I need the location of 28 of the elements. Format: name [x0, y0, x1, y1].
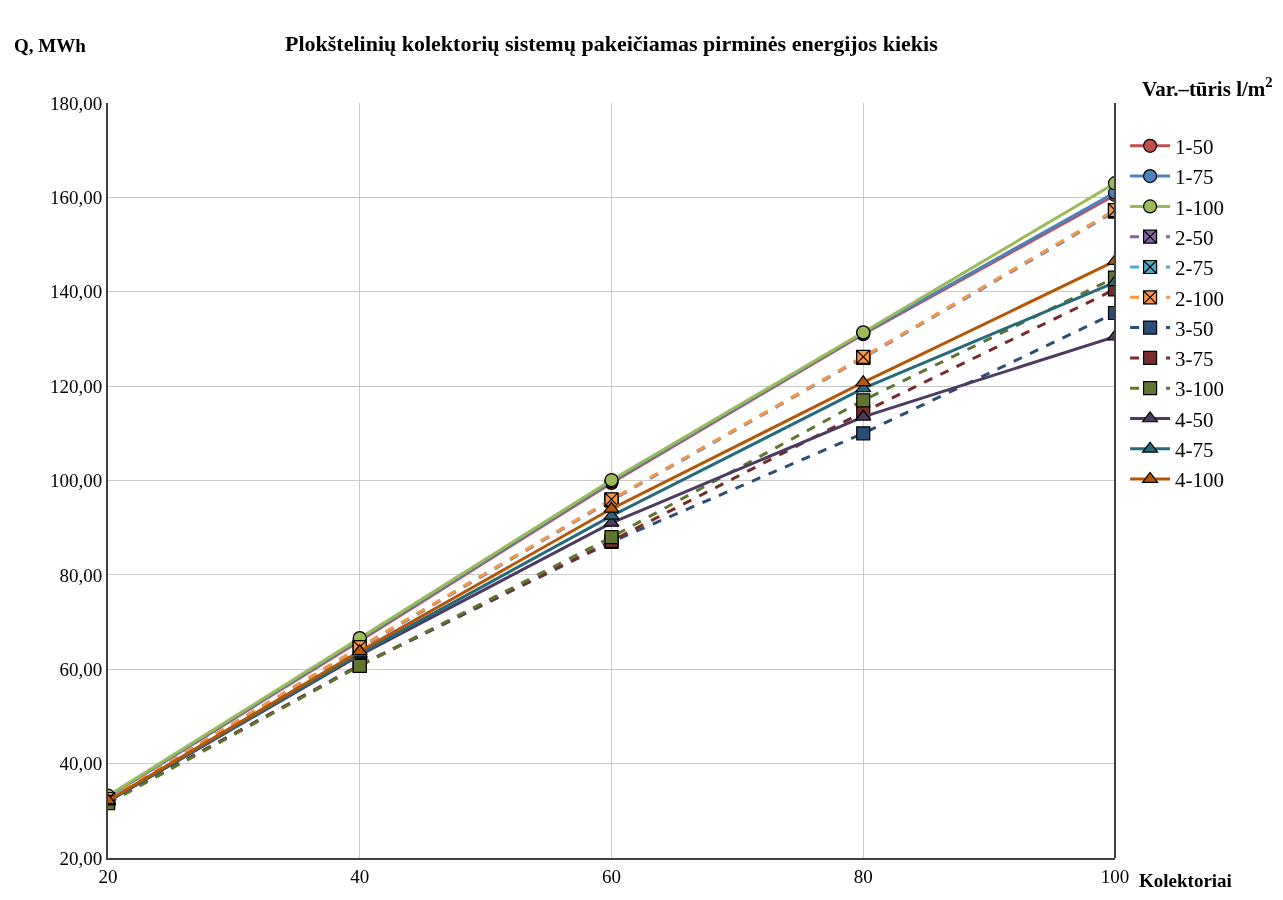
y-axis-title: Q, MWh	[14, 35, 87, 56]
y-tick-label: 140,00	[49, 281, 103, 303]
legend-label: 3-50	[1175, 316, 1214, 341]
legend-label: 4-75	[1175, 437, 1214, 462]
y-tick-label: 40,00	[59, 753, 103, 775]
x-axis-title: Kolektoriai	[1139, 870, 1232, 891]
legend-label: 2-50	[1175, 225, 1214, 250]
legend-label: 1-100	[1175, 195, 1225, 220]
legend-label: 4-100	[1175, 468, 1225, 493]
legend-title: Var.–tūris l/m$^{2}$	[1142, 74, 1273, 101]
y-tick-label: 120,00	[49, 375, 103, 397]
y-tick-label: 160,00	[49, 187, 103, 209]
legend-label: 2-100	[1175, 286, 1225, 311]
legend-label: 3-100	[1175, 377, 1225, 402]
y-tick-label: 80,00	[59, 564, 103, 586]
legend-label: 1-50	[1175, 134, 1214, 159]
x-tick-label: 100	[1100, 865, 1130, 887]
y-tick-label: 60,00	[59, 658, 103, 680]
x-tick-label: 40	[350, 865, 370, 887]
legend-label: 3-75	[1175, 347, 1214, 372]
legend-label: 1-75	[1175, 165, 1214, 190]
y-tick-label: 100,00	[49, 470, 103, 492]
x-tick-label: 80	[853, 865, 873, 887]
x-tick-label: 60	[602, 865, 621, 887]
y-tick-label: 180,00	[49, 92, 103, 114]
chart-title: Plokštelinių kolektorių sistemų pakeičiamas pirminės energijos kiekis	[285, 31, 939, 56]
legend-label: 2-75	[1175, 256, 1214, 281]
legend-label: 4-50	[1175, 407, 1214, 432]
